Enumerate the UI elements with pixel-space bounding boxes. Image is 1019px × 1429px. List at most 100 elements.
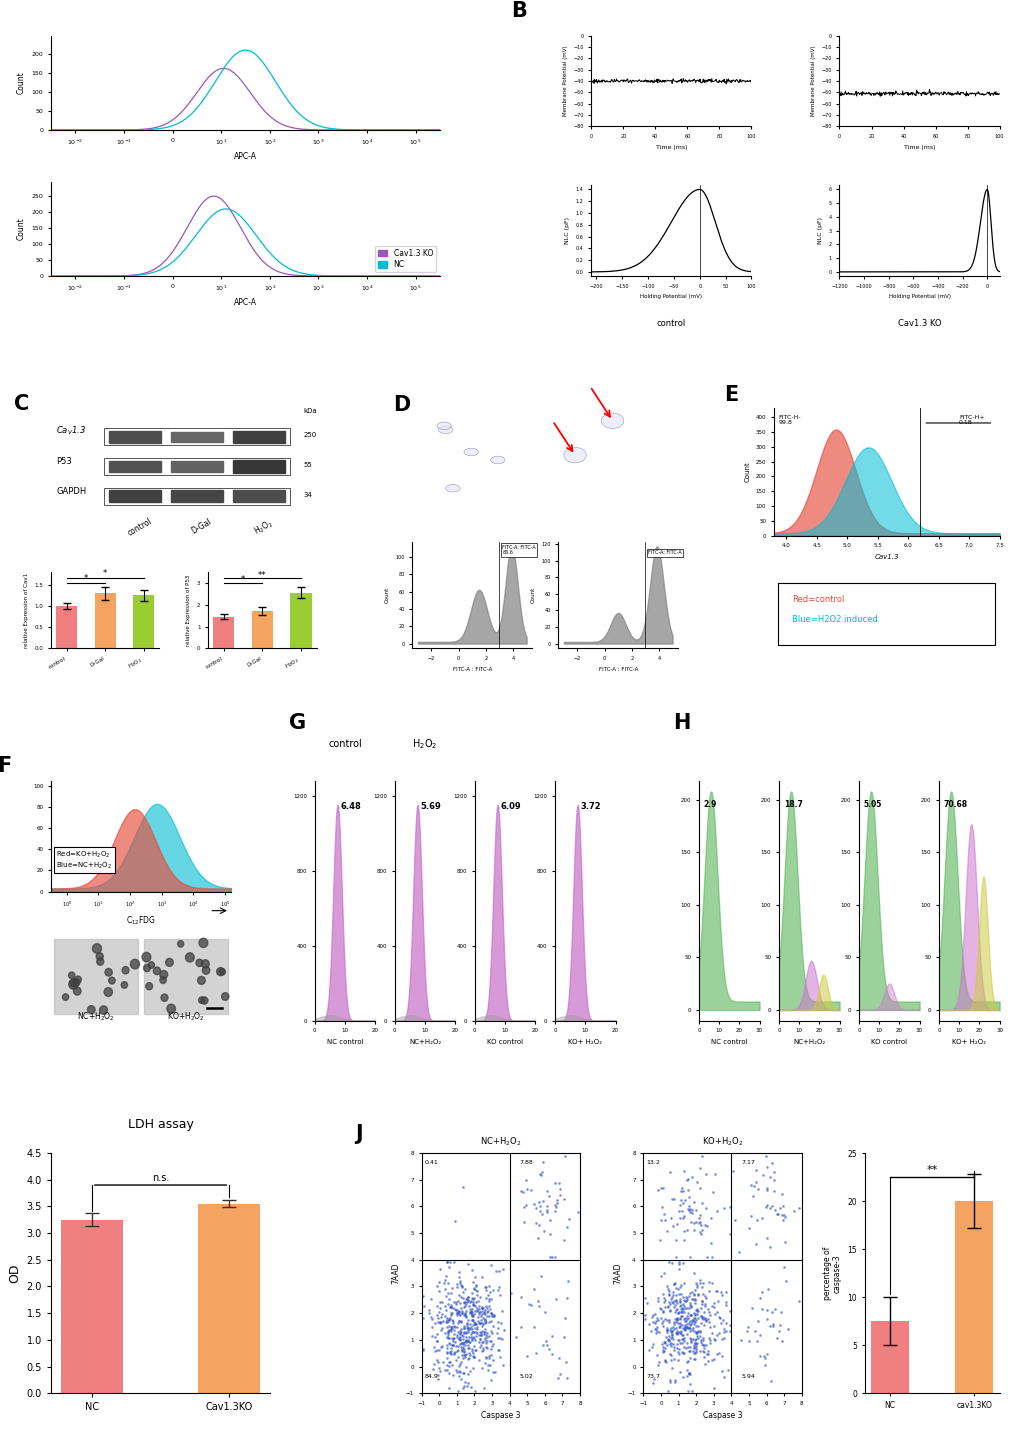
Point <box>666 1370 683 1393</box>
Point <box>671 1252 687 1275</box>
Point <box>483 1335 499 1358</box>
Point <box>438 1342 454 1365</box>
Point <box>463 1300 479 1323</box>
Point <box>646 1302 662 1325</box>
Point <box>661 1299 678 1322</box>
Point <box>470 1303 486 1326</box>
Point <box>458 1320 474 1343</box>
Point <box>466 1299 482 1322</box>
Point <box>442 1343 459 1366</box>
Point <box>686 1308 702 1330</box>
Point <box>758 1343 774 1366</box>
Point <box>415 1285 431 1308</box>
Point <box>681 1363 697 1386</box>
Point <box>668 1349 685 1372</box>
Point <box>416 1295 432 1318</box>
Point <box>680 1308 696 1330</box>
Point <box>694 1308 710 1330</box>
Point <box>764 1315 781 1338</box>
Point <box>703 1246 719 1269</box>
Point <box>647 1318 663 1340</box>
Bar <box>144 939 228 1013</box>
Point <box>751 1323 767 1346</box>
Point <box>460 1289 476 1312</box>
Point <box>556 1306 573 1329</box>
Circle shape <box>96 953 103 960</box>
Point <box>681 1373 697 1396</box>
Point <box>536 1300 552 1323</box>
Point <box>685 1302 701 1325</box>
X-axis label: KO+ H₂O₂: KO+ H₂O₂ <box>952 1039 985 1045</box>
Point <box>675 1308 691 1330</box>
Point <box>666 1308 683 1330</box>
Bar <box>56 606 77 649</box>
Point <box>672 1298 688 1320</box>
Point <box>454 1325 471 1348</box>
Point <box>658 1319 675 1342</box>
Point <box>517 1169 533 1192</box>
Point <box>685 1336 701 1359</box>
Point <box>442 1303 459 1326</box>
Point <box>493 1328 510 1350</box>
Bar <box>61 1220 122 1393</box>
Point <box>759 1278 775 1300</box>
Point <box>773 1205 790 1228</box>
Bar <box>252 612 273 649</box>
Point <box>676 1342 692 1365</box>
Circle shape <box>73 987 81 995</box>
Point <box>758 1156 774 1179</box>
Point <box>692 1156 708 1179</box>
Point <box>473 1266 489 1289</box>
Point <box>763 1195 780 1218</box>
X-axis label: Cav1.3: Cav1.3 <box>873 554 898 560</box>
Point <box>689 1298 705 1320</box>
Point <box>452 1335 469 1358</box>
Point <box>656 1332 673 1355</box>
Point <box>555 1187 572 1210</box>
Point <box>436 1305 452 1328</box>
Point <box>484 1305 500 1328</box>
Point <box>774 1208 791 1230</box>
Point <box>713 1345 730 1368</box>
Point <box>694 1283 710 1306</box>
Point <box>652 1176 668 1199</box>
Point <box>662 1187 679 1210</box>
Point <box>678 1336 694 1359</box>
Point <box>465 1305 481 1328</box>
Point <box>659 1328 676 1350</box>
Point <box>480 1305 496 1328</box>
Point <box>697 1309 713 1332</box>
Point <box>688 1170 704 1193</box>
Point <box>453 1343 470 1366</box>
Point <box>452 1320 469 1343</box>
Point <box>695 1345 711 1368</box>
Point <box>473 1333 489 1356</box>
Point <box>705 1376 721 1399</box>
Point <box>672 1275 688 1298</box>
Point <box>465 1325 481 1348</box>
Text: 6.48: 6.48 <box>340 803 361 812</box>
Point <box>651 1350 667 1373</box>
Point <box>447 1358 464 1380</box>
Point <box>675 1180 691 1203</box>
Point <box>432 1310 448 1333</box>
Point <box>747 1170 763 1193</box>
Point <box>669 1329 686 1352</box>
Point <box>469 1279 485 1302</box>
Point <box>463 1316 479 1339</box>
Point <box>470 1295 486 1318</box>
Point <box>439 1309 455 1332</box>
Point <box>446 1209 463 1232</box>
Point <box>433 1302 449 1325</box>
Point <box>447 1292 464 1315</box>
Point <box>543 1246 559 1269</box>
Bar <box>133 596 154 649</box>
Point <box>689 1283 705 1306</box>
Circle shape <box>88 1006 95 1013</box>
Point <box>484 1360 500 1383</box>
Point <box>709 1322 726 1345</box>
Point <box>727 1209 743 1232</box>
Point <box>467 1320 483 1343</box>
Point <box>481 1289 497 1312</box>
Point <box>437 1359 453 1382</box>
